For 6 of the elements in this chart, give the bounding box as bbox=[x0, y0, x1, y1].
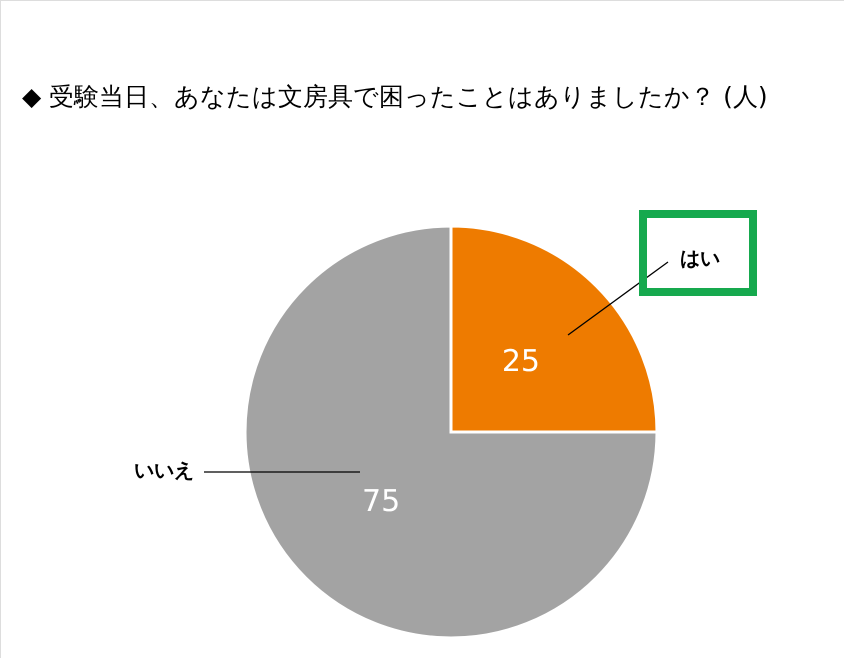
data-label: 75 bbox=[362, 484, 400, 519]
chart-title: ◆ 受験当日、あなたは文房具で困ったことはありましたか？ (人) bbox=[22, 82, 768, 111]
pie-slice bbox=[244, 224, 658, 640]
slice-label: いいえ bbox=[134, 458, 194, 482]
data-label: 25 bbox=[502, 344, 540, 380]
slice-label: はい bbox=[680, 246, 720, 270]
